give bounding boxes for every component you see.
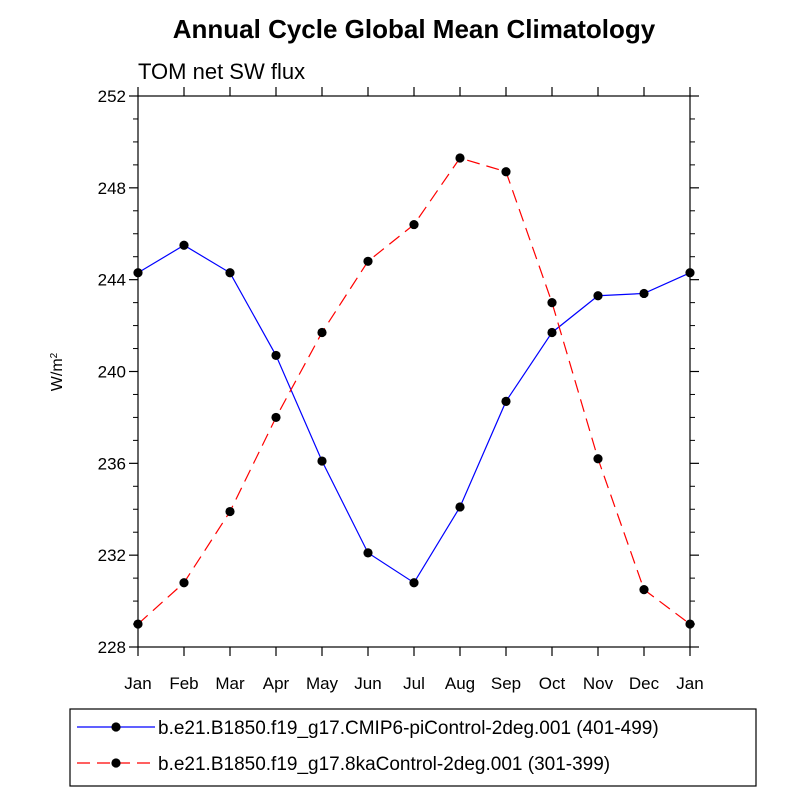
- series-1-point: [179, 240, 189, 250]
- x-tick-label: Apr: [263, 674, 290, 693]
- plot-area: [137, 95, 691, 648]
- x-tick-label: Jun: [354, 674, 381, 693]
- series-1-point: [225, 268, 235, 278]
- legend-box: [69, 708, 757, 787]
- series-1-line: [137, 244, 691, 584]
- x-tick-label: Aug: [445, 674, 475, 693]
- x-tick-label: Mar: [215, 674, 245, 693]
- series-2-point: [317, 327, 327, 338]
- series-1-point: [593, 291, 603, 301]
- series-2-point: [133, 619, 143, 629]
- y-axis-label: W/m2: [49, 352, 67, 391]
- series-1-point: [639, 288, 649, 299]
- series-1-point: [501, 396, 511, 406]
- y-axis-label-text: W/m: [49, 358, 66, 391]
- series-2-point: [593, 454, 603, 464]
- y-tick-label: 240: [98, 363, 126, 382]
- legend-label-2: b.e21.B1850.f19_g17.8kaControl-2deg.001 …: [158, 754, 610, 775]
- series-1-point: [317, 456, 327, 466]
- x-tick-label: Nov: [583, 674, 614, 693]
- x-tick-label: Jan: [124, 674, 151, 693]
- series-2-point: [271, 412, 281, 423]
- y-tick-label: 244: [98, 271, 126, 290]
- series-2-point: [179, 578, 189, 588]
- series-2-point: [363, 256, 373, 266]
- x-tick-label: Jan: [676, 674, 703, 693]
- chart-title: Annual Cycle Global Mean Climatology: [173, 14, 656, 44]
- series-1-point: [409, 578, 419, 588]
- series-2-point: [225, 506, 235, 517]
- series-2-point: [685, 619, 695, 629]
- series-layer: [133, 153, 695, 629]
- series-2-point: [547, 298, 557, 308]
- legend-marker-1: [111, 722, 121, 732]
- y-tick-label: 236: [98, 454, 126, 473]
- x-tick-label: Sep: [491, 674, 521, 693]
- series-1-point: [547, 327, 557, 338]
- chart-subtitle: TOM net SW flux: [138, 59, 305, 84]
- y-tick-label: 248: [98, 179, 126, 198]
- series-1: [133, 240, 695, 588]
- series-1-point: [685, 268, 695, 278]
- legend-marker-2: [111, 758, 121, 768]
- series-2-point: [409, 219, 419, 230]
- y-tick-label: 228: [98, 638, 126, 657]
- svg-text:W/m2: W/m2: [49, 352, 67, 391]
- series-2-point: [455, 153, 465, 163]
- series-2: [133, 153, 695, 629]
- x-tick-label: Jul: [403, 674, 425, 693]
- series-1-point: [271, 350, 281, 361]
- y-tick-label: 252: [98, 87, 126, 106]
- series-2-point: [501, 167, 511, 177]
- x-tick-label: May: [306, 674, 339, 693]
- x-tick-label: Dec: [629, 674, 660, 693]
- x-tick-label: Feb: [169, 674, 198, 693]
- legend-label-1: b.e21.B1850.f19_g17.CMIP6-piControl-2deg…: [158, 718, 659, 739]
- series-1-point: [133, 268, 143, 278]
- y-tick-label: 232: [98, 546, 126, 565]
- y-axis-label-superscript: 2: [49, 352, 60, 358]
- series-1-point: [455, 502, 465, 512]
- series-1-point: [363, 548, 373, 558]
- axis-ticks: 228 232 236 240 244 248 252 Jan Feb Mar Apr May Jun J…: [98, 87, 704, 693]
- series-2-point: [639, 585, 649, 595]
- x-tick-label: Oct: [539, 674, 566, 693]
- legend: b.e21.B1850.f19_g17.CMIP6-piControl-2deg…: [77, 718, 659, 775]
